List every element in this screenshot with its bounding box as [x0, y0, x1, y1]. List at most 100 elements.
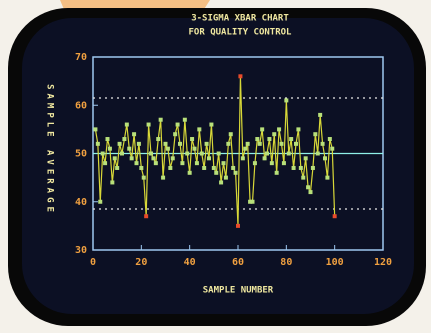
data-point [151, 156, 156, 161]
data-point [219, 180, 224, 185]
data-point [269, 161, 274, 166]
data-point [98, 199, 103, 204]
data-point [248, 199, 253, 204]
y-tick-label: 30 [75, 245, 87, 256]
data-point [120, 151, 124, 156]
data-point [161, 175, 166, 180]
data-point [122, 137, 127, 142]
y-tick-label: 50 [75, 149, 87, 160]
data-point [129, 156, 134, 161]
data-point [163, 141, 168, 146]
data-point [315, 151, 320, 156]
data-point [136, 141, 141, 146]
data-point [255, 137, 260, 142]
data-point [330, 146, 335, 151]
data-point [134, 161, 139, 166]
x-tick-label: 80 [280, 257, 292, 268]
data-point [115, 165, 120, 170]
y-tick-label: 60 [75, 100, 87, 111]
data-point [226, 141, 231, 146]
data-point [190, 137, 195, 142]
data-point [105, 137, 110, 142]
data-point [289, 137, 294, 142]
alarm-point [144, 214, 149, 219]
data-point [180, 161, 185, 166]
data-point [139, 165, 144, 170]
data-point [279, 141, 284, 146]
data-point [221, 161, 226, 166]
data-point [192, 146, 197, 151]
data-point [313, 132, 318, 137]
data-point [165, 146, 170, 151]
data-point [327, 137, 332, 142]
x-tick-label: 100 [326, 257, 344, 268]
data-point [257, 141, 262, 146]
data-point [277, 127, 282, 132]
data-point [267, 137, 272, 142]
data-point [146, 122, 151, 127]
data-point [182, 117, 187, 122]
data-point [93, 127, 98, 132]
data-point [149, 151, 153, 156]
data-point [100, 151, 105, 156]
alarm-point [236, 223, 240, 228]
data-point [207, 156, 211, 161]
data-point [110, 180, 115, 185]
data-point [158, 117, 163, 122]
data-point [310, 165, 315, 170]
y-tick-label: 70 [75, 52, 87, 63]
data-point [298, 165, 303, 170]
data-point [272, 132, 277, 137]
data-point [124, 122, 129, 127]
data-point [127, 146, 132, 151]
data-point [211, 165, 216, 170]
data-point [178, 141, 182, 146]
data-point [187, 170, 192, 175]
data-point [240, 156, 245, 161]
data-point [274, 170, 279, 175]
x-tick-label: 60 [232, 257, 244, 268]
data-point [202, 165, 207, 170]
data-point [95, 141, 100, 146]
data-point [284, 98, 289, 103]
x-tick-label: 20 [135, 257, 147, 268]
data-point [156, 137, 161, 142]
x-tick-label: 40 [184, 257, 196, 268]
data-point [216, 151, 221, 156]
data-point [168, 165, 173, 170]
data-point [112, 156, 117, 161]
y-axis-label: SAMPLE AVERAGE [45, 84, 55, 216]
chart-subtitle: FOR QUALITY CONTROL [189, 28, 293, 38]
chart-title: 3-SIGMA XBAR CHART [191, 14, 289, 24]
data-point [175, 122, 180, 127]
data-point [325, 175, 330, 180]
data-point [301, 175, 306, 180]
y-tick-label: 40 [75, 197, 87, 208]
x-tick-label: 0 [90, 257, 96, 268]
data-point [233, 170, 238, 175]
data-point [107, 146, 112, 151]
screen [22, 18, 414, 314]
data-point [132, 132, 137, 137]
data-point [306, 185, 311, 190]
data-point [252, 161, 257, 166]
data-point [318, 112, 323, 117]
data-point [308, 190, 313, 195]
data-point [250, 199, 255, 204]
data-point [265, 151, 269, 156]
data-point [197, 127, 202, 132]
data-point [245, 141, 250, 146]
x-axis-label: SAMPLE NUMBER [203, 286, 274, 296]
data-point [323, 156, 327, 161]
data-point [294, 141, 298, 146]
data-point [194, 161, 199, 166]
data-point [243, 146, 248, 151]
data-point [103, 161, 108, 166]
data-point [185, 151, 190, 156]
data-point [303, 156, 308, 161]
data-point [153, 161, 158, 166]
data-point [296, 127, 301, 132]
data-point [209, 122, 214, 127]
data-point [262, 156, 267, 161]
alarm-point [238, 74, 243, 79]
